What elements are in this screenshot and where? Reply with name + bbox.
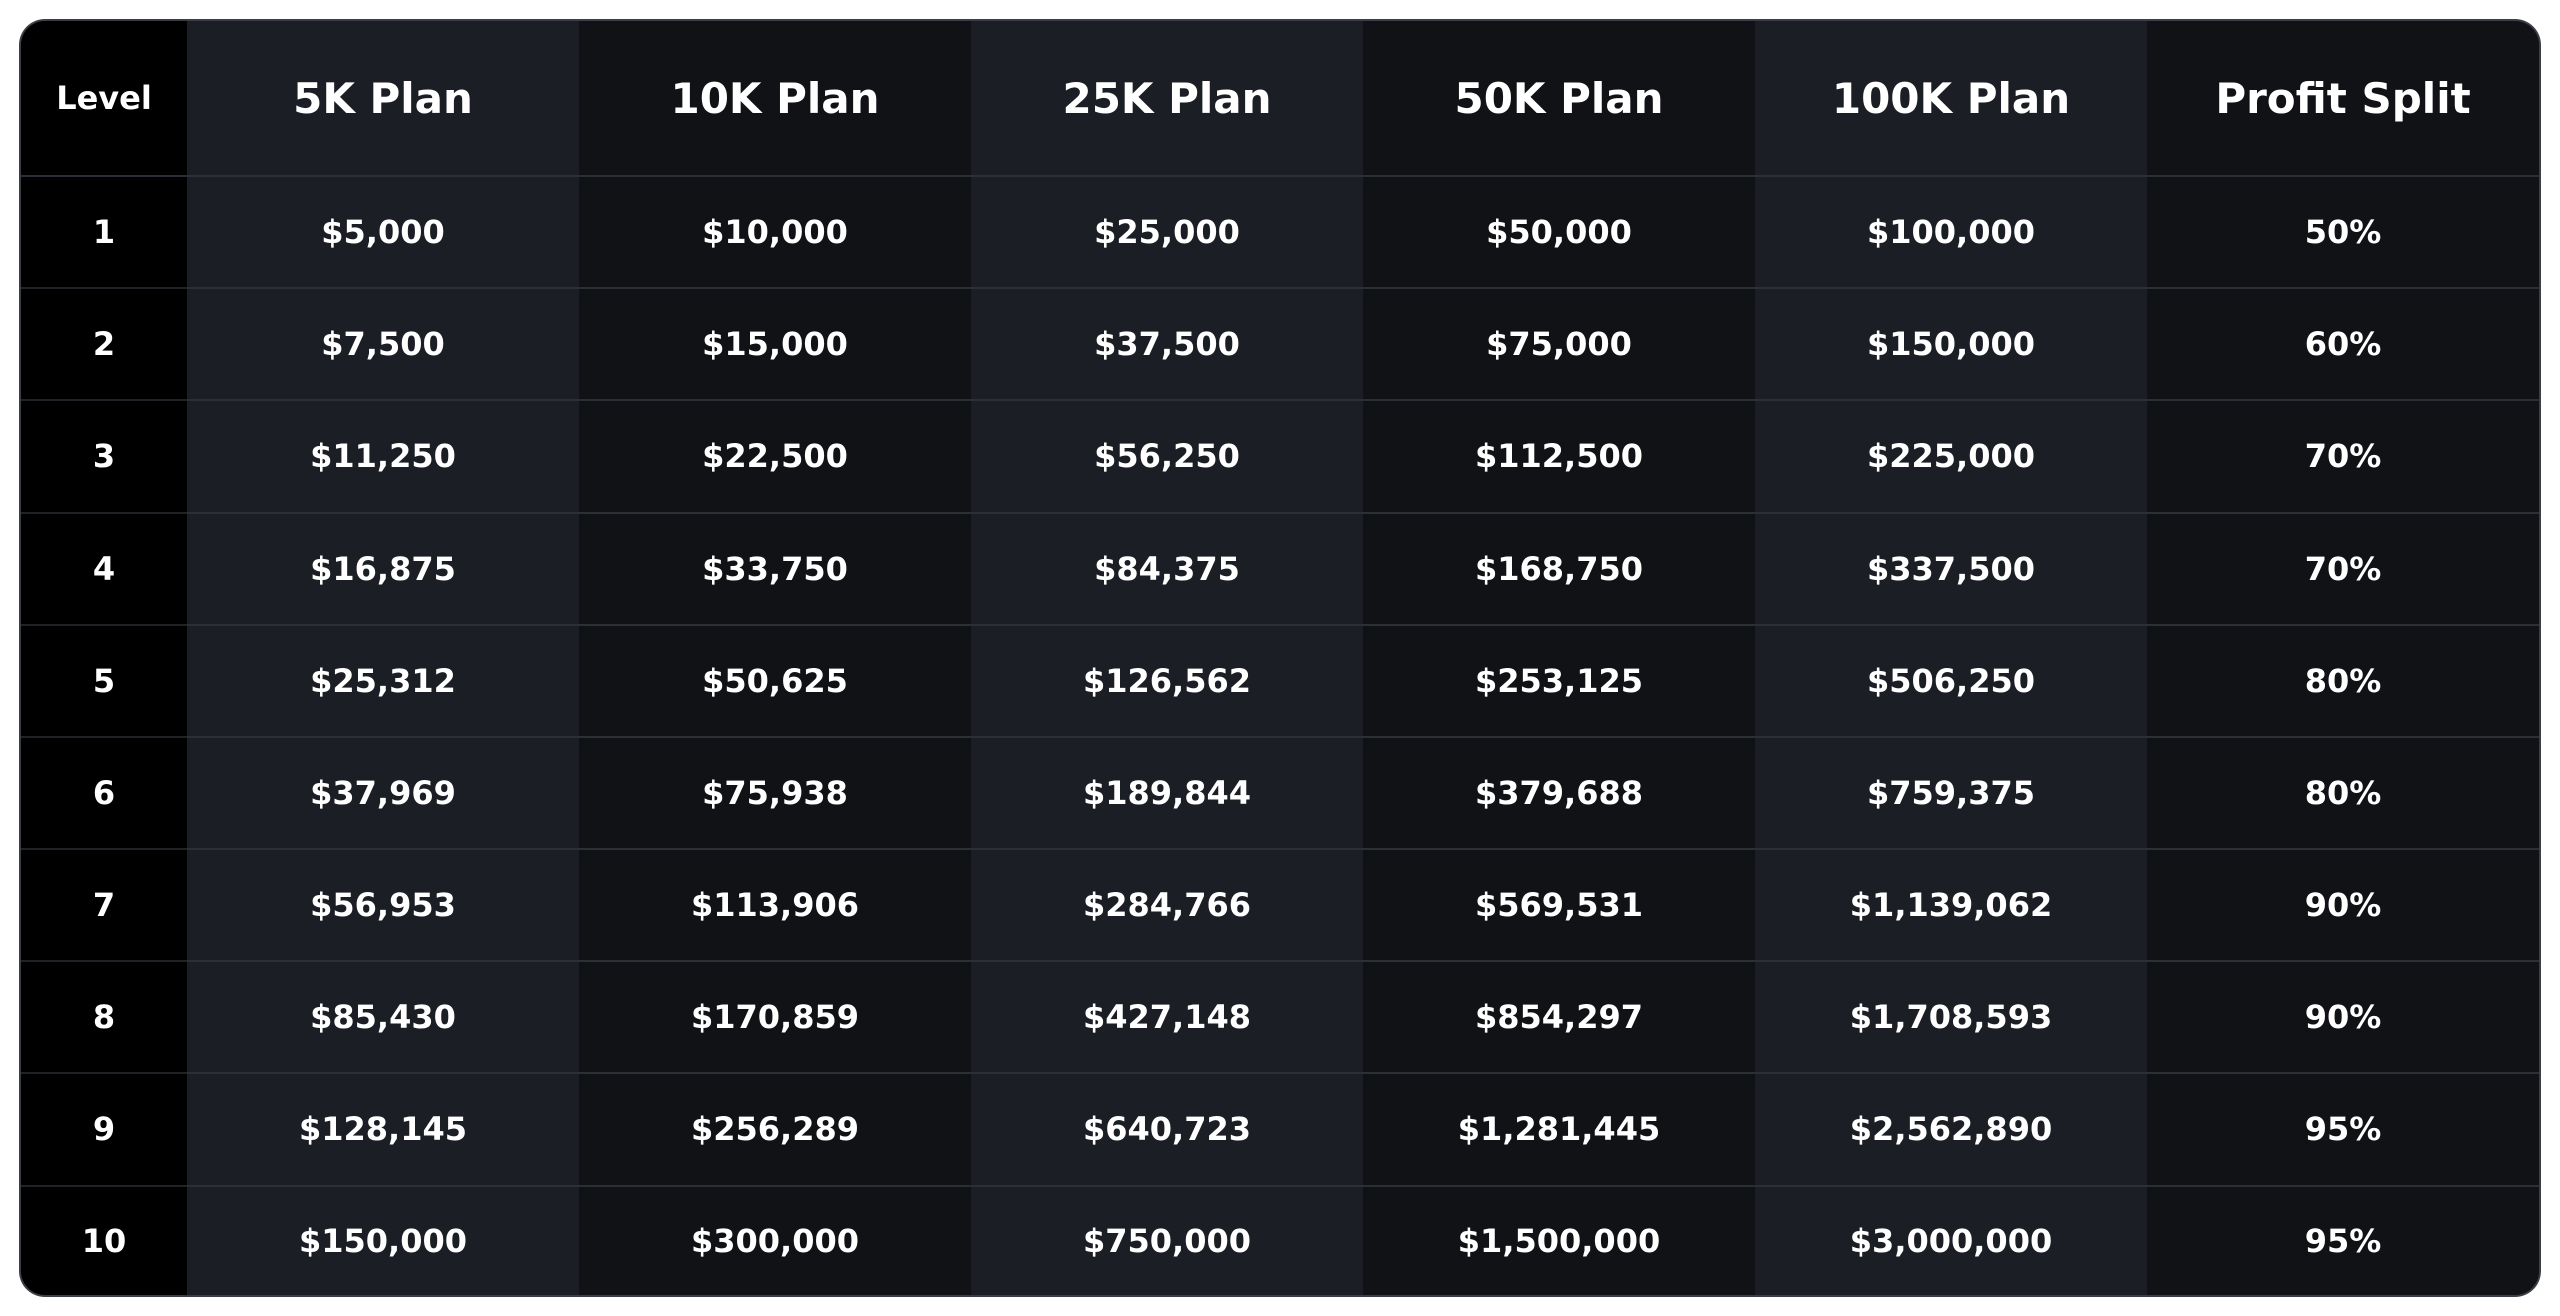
plan-50k-cell: $379,688 xyxy=(1363,736,1755,851)
header-10k-plan: 10K Plan xyxy=(579,21,971,177)
plan-50k-cell: $1,281,445 xyxy=(1363,1073,1755,1187)
header-5k-plan: 5K Plan xyxy=(187,21,579,177)
plan-50k-cell: $569,531 xyxy=(1363,849,1755,963)
plan-100k-cell: $150,000 xyxy=(1755,288,2147,402)
plan-50k-cell: $112,500 xyxy=(1363,400,1755,514)
plan-100k-cell: $2,562,890 xyxy=(1755,1073,2147,1187)
plan-5k-cell: $150,000 xyxy=(187,1185,579,1295)
table-row: 7 $56,953 $113,906 $284,766 $569,531 $1,… xyxy=(21,849,2539,963)
plan-5k-cell: $7,500 xyxy=(187,288,579,402)
plan-5k-cell: $11,250 xyxy=(187,400,579,514)
plan-25k-cell: $750,000 xyxy=(971,1185,1363,1295)
plan-25k-cell: $84,375 xyxy=(971,512,1363,626)
plan-10k-cell: $15,000 xyxy=(579,288,971,402)
plan-25k-cell: $189,844 xyxy=(971,736,1363,851)
plan-10k-cell: $50,625 xyxy=(579,624,971,738)
plan-50k-cell: $75,000 xyxy=(1363,288,1755,402)
profit-split-cell: 90% xyxy=(2147,849,2539,963)
plan-50k-cell: $854,297 xyxy=(1363,961,1755,1075)
level-cell: 4 xyxy=(21,512,187,626)
plan-10k-cell: $75,938 xyxy=(579,736,971,851)
header-100k-plan: 100K Plan xyxy=(1755,21,2147,177)
plan-10k-cell: $113,906 xyxy=(579,849,971,963)
table-row: 4 $16,875 $33,750 $84,375 $168,750 $337,… xyxy=(21,512,2539,626)
table-row: 2 $7,500 $15,000 $37,500 $75,000 $150,00… xyxy=(21,288,2539,402)
level-cell: 8 xyxy=(21,961,187,1075)
profit-split-cell: 80% xyxy=(2147,624,2539,738)
table-row: 1 $5,000 $10,000 $25,000 $50,000 $100,00… xyxy=(21,176,2539,290)
header-level: Level xyxy=(21,21,187,177)
plan-100k-cell: $506,250 xyxy=(1755,624,2147,738)
table-row: 5 $25,312 $50,625 $126,562 $253,125 $506… xyxy=(21,624,2539,738)
plan-100k-cell: $225,000 xyxy=(1755,400,2147,514)
level-cell: 7 xyxy=(21,849,187,963)
profit-split-cell: 80% xyxy=(2147,736,2539,851)
plan-50k-cell: $1,500,000 xyxy=(1363,1185,1755,1295)
profit-split-cell: 70% xyxy=(2147,400,2539,514)
plan-100k-cell: $100,000 xyxy=(1755,176,2147,290)
plan-100k-cell: $3,000,000 xyxy=(1755,1185,2147,1295)
profit-split-cell: 70% xyxy=(2147,512,2539,626)
plan-25k-cell: $126,562 xyxy=(971,624,1363,738)
plan-5k-cell: $5,000 xyxy=(187,176,579,290)
table-row: 9 $128,145 $256,289 $640,723 $1,281,445 … xyxy=(21,1073,2539,1187)
profit-split-cell: 50% xyxy=(2147,176,2539,290)
plan-50k-cell: $253,125 xyxy=(1363,624,1755,738)
profit-split-cell: 95% xyxy=(2147,1073,2539,1187)
plan-25k-cell: $640,723 xyxy=(971,1073,1363,1187)
plan-25k-cell: $25,000 xyxy=(971,176,1363,290)
level-cell: 5 xyxy=(21,624,187,738)
plan-10k-cell: $256,289 xyxy=(579,1073,971,1187)
header-50k-plan: 50K Plan xyxy=(1363,21,1755,177)
plan-10k-cell: $170,859 xyxy=(579,961,971,1075)
plan-100k-cell: $1,139,062 xyxy=(1755,849,2147,963)
level-cell: 10 xyxy=(21,1185,187,1295)
header-profit-split: Profit Split xyxy=(2147,21,2539,177)
plan-5k-cell: $56,953 xyxy=(187,849,579,963)
plan-10k-cell: $300,000 xyxy=(579,1185,971,1295)
table-row: 10 $150,000 $300,000 $750,000 $1,500,000… xyxy=(21,1185,2539,1295)
plan-25k-cell: $427,148 xyxy=(971,961,1363,1075)
plan-10k-cell: $33,750 xyxy=(579,512,971,626)
plan-5k-cell: $16,875 xyxy=(187,512,579,626)
plan-10k-cell: $10,000 xyxy=(579,176,971,290)
level-cell: 2 xyxy=(21,288,187,402)
level-cell: 1 xyxy=(21,176,187,290)
level-cell: 3 xyxy=(21,400,187,514)
plan-25k-cell: $284,766 xyxy=(971,849,1363,963)
plan-100k-cell: $759,375 xyxy=(1755,736,2147,851)
plan-5k-cell: $128,145 xyxy=(187,1073,579,1187)
level-cell: 6 xyxy=(21,736,187,851)
table-row: 6 $37,969 $75,938 $189,844 $379,688 $759… xyxy=(21,736,2539,851)
plans-table: Level 5K Plan 10K Plan 25K Plan 50K Plan… xyxy=(21,21,2539,1295)
profit-split-cell: 60% xyxy=(2147,288,2539,402)
plan-10k-cell: $22,500 xyxy=(579,400,971,514)
header-25k-plan: 25K Plan xyxy=(971,21,1363,177)
plan-25k-cell: $56,250 xyxy=(971,400,1363,514)
plan-50k-cell: $50,000 xyxy=(1363,176,1755,290)
plan-5k-cell: $85,430 xyxy=(187,961,579,1075)
table-row: 3 $11,250 $22,500 $56,250 $112,500 $225,… xyxy=(21,400,2539,514)
table-row: 8 $85,430 $170,859 $427,148 $854,297 $1,… xyxy=(21,961,2539,1075)
plan-5k-cell: $37,969 xyxy=(187,736,579,851)
plan-50k-cell: $168,750 xyxy=(1363,512,1755,626)
plan-100k-cell: $1,708,593 xyxy=(1755,961,2147,1075)
profit-split-cell: 90% xyxy=(2147,961,2539,1075)
profit-split-cell: 95% xyxy=(2147,1185,2539,1295)
plan-25k-cell: $37,500 xyxy=(971,288,1363,402)
header-row: Level 5K Plan 10K Plan 25K Plan 50K Plan… xyxy=(21,21,2539,177)
plans-table-card: Level 5K Plan 10K Plan 25K Plan 50K Plan… xyxy=(21,21,2539,1295)
level-cell: 9 xyxy=(21,1073,187,1187)
plan-5k-cell: $25,312 xyxy=(187,624,579,738)
plan-100k-cell: $337,500 xyxy=(1755,512,2147,626)
